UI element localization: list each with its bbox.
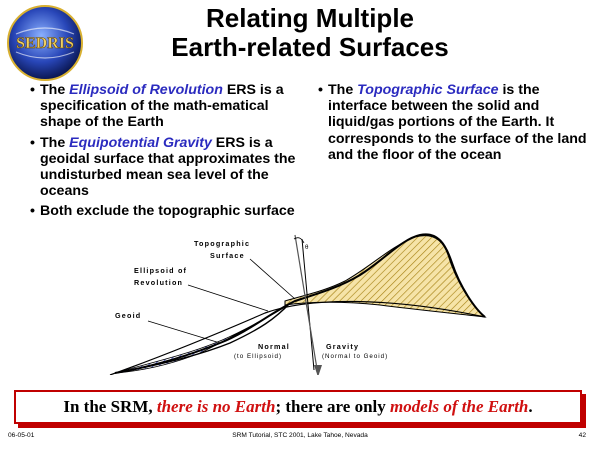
footer-event: SRM Tutorial, STC 2001, Lake Tahoe, Neva… [232,432,368,439]
right-bullet-list: • The Topographic Surface is the interfac… [318,82,590,167]
topo-label-1: Topographic [194,239,250,248]
ellipsoid-label-1: Ellipsoid of [134,266,187,275]
surfaces-diagram: θ Topographic Surface Ellipsoid of Revol… [109,233,487,375]
topo-leader [249,258,296,300]
bullet-ellipsoid: • The Ellipsoid of Revolution ERS is a sp… [30,82,284,131]
geoid-leader [147,320,221,344]
ellipsoid-label-2: Revolution [134,278,183,287]
normal-label: Normal [258,342,290,351]
bullet-exclude: • Both exclude the topographic surface [30,203,295,220]
footer-page-number: 42 [578,432,586,439]
gravity-line [294,234,319,375]
left-bullet-list: • The Ellipsoid of Revolution ERS is a sp… [30,82,302,224]
sedris-logo: SEDRIS [7,5,83,81]
ellipsoid-leader [187,284,269,312]
normal-sublabel: (to Ellipsoid) [234,353,282,360]
gravity-arrowhead [314,365,322,375]
theta-arc [293,237,305,244]
gravity-sublabel: (Normal to Geoid) [322,353,388,360]
logo-text: SEDRIS [16,35,74,52]
bullet-gravity: • The Equipotential Gravity ERS is a geoi… [30,134,296,200]
term-topographic: Topographic Surface [357,82,499,98]
callout-models: models of the Earth [390,397,529,416]
normal-line [301,238,315,371]
land-region [284,235,487,318]
topographic-line [114,233,486,374]
geoid-label: Geoid [115,311,141,320]
term-gravity: Equipotential Gravity [69,134,212,151]
callout-no-earth: there is no Earth [156,397,276,416]
srm-callout: In the SRM, there is no Earth; there are… [14,390,582,424]
term-ellipsoid: Ellipsoid of Revolution [69,82,223,98]
bullet-topographic: • The Topographic Surface is the interfac… [318,82,587,163]
title-line-2: Earth-related Surfaces [171,32,449,62]
title-line-1: Relating Multiple [206,3,414,33]
theta-label: θ [305,244,309,251]
topo-label-2: Surface [210,251,245,260]
footer-date: 06-05-01 [8,432,35,439]
slide-title: Relating Multiple Earth-related Surfaces [100,4,520,62]
gravity-label: Gravity [326,342,359,351]
ellipsoid-line [109,300,486,375]
